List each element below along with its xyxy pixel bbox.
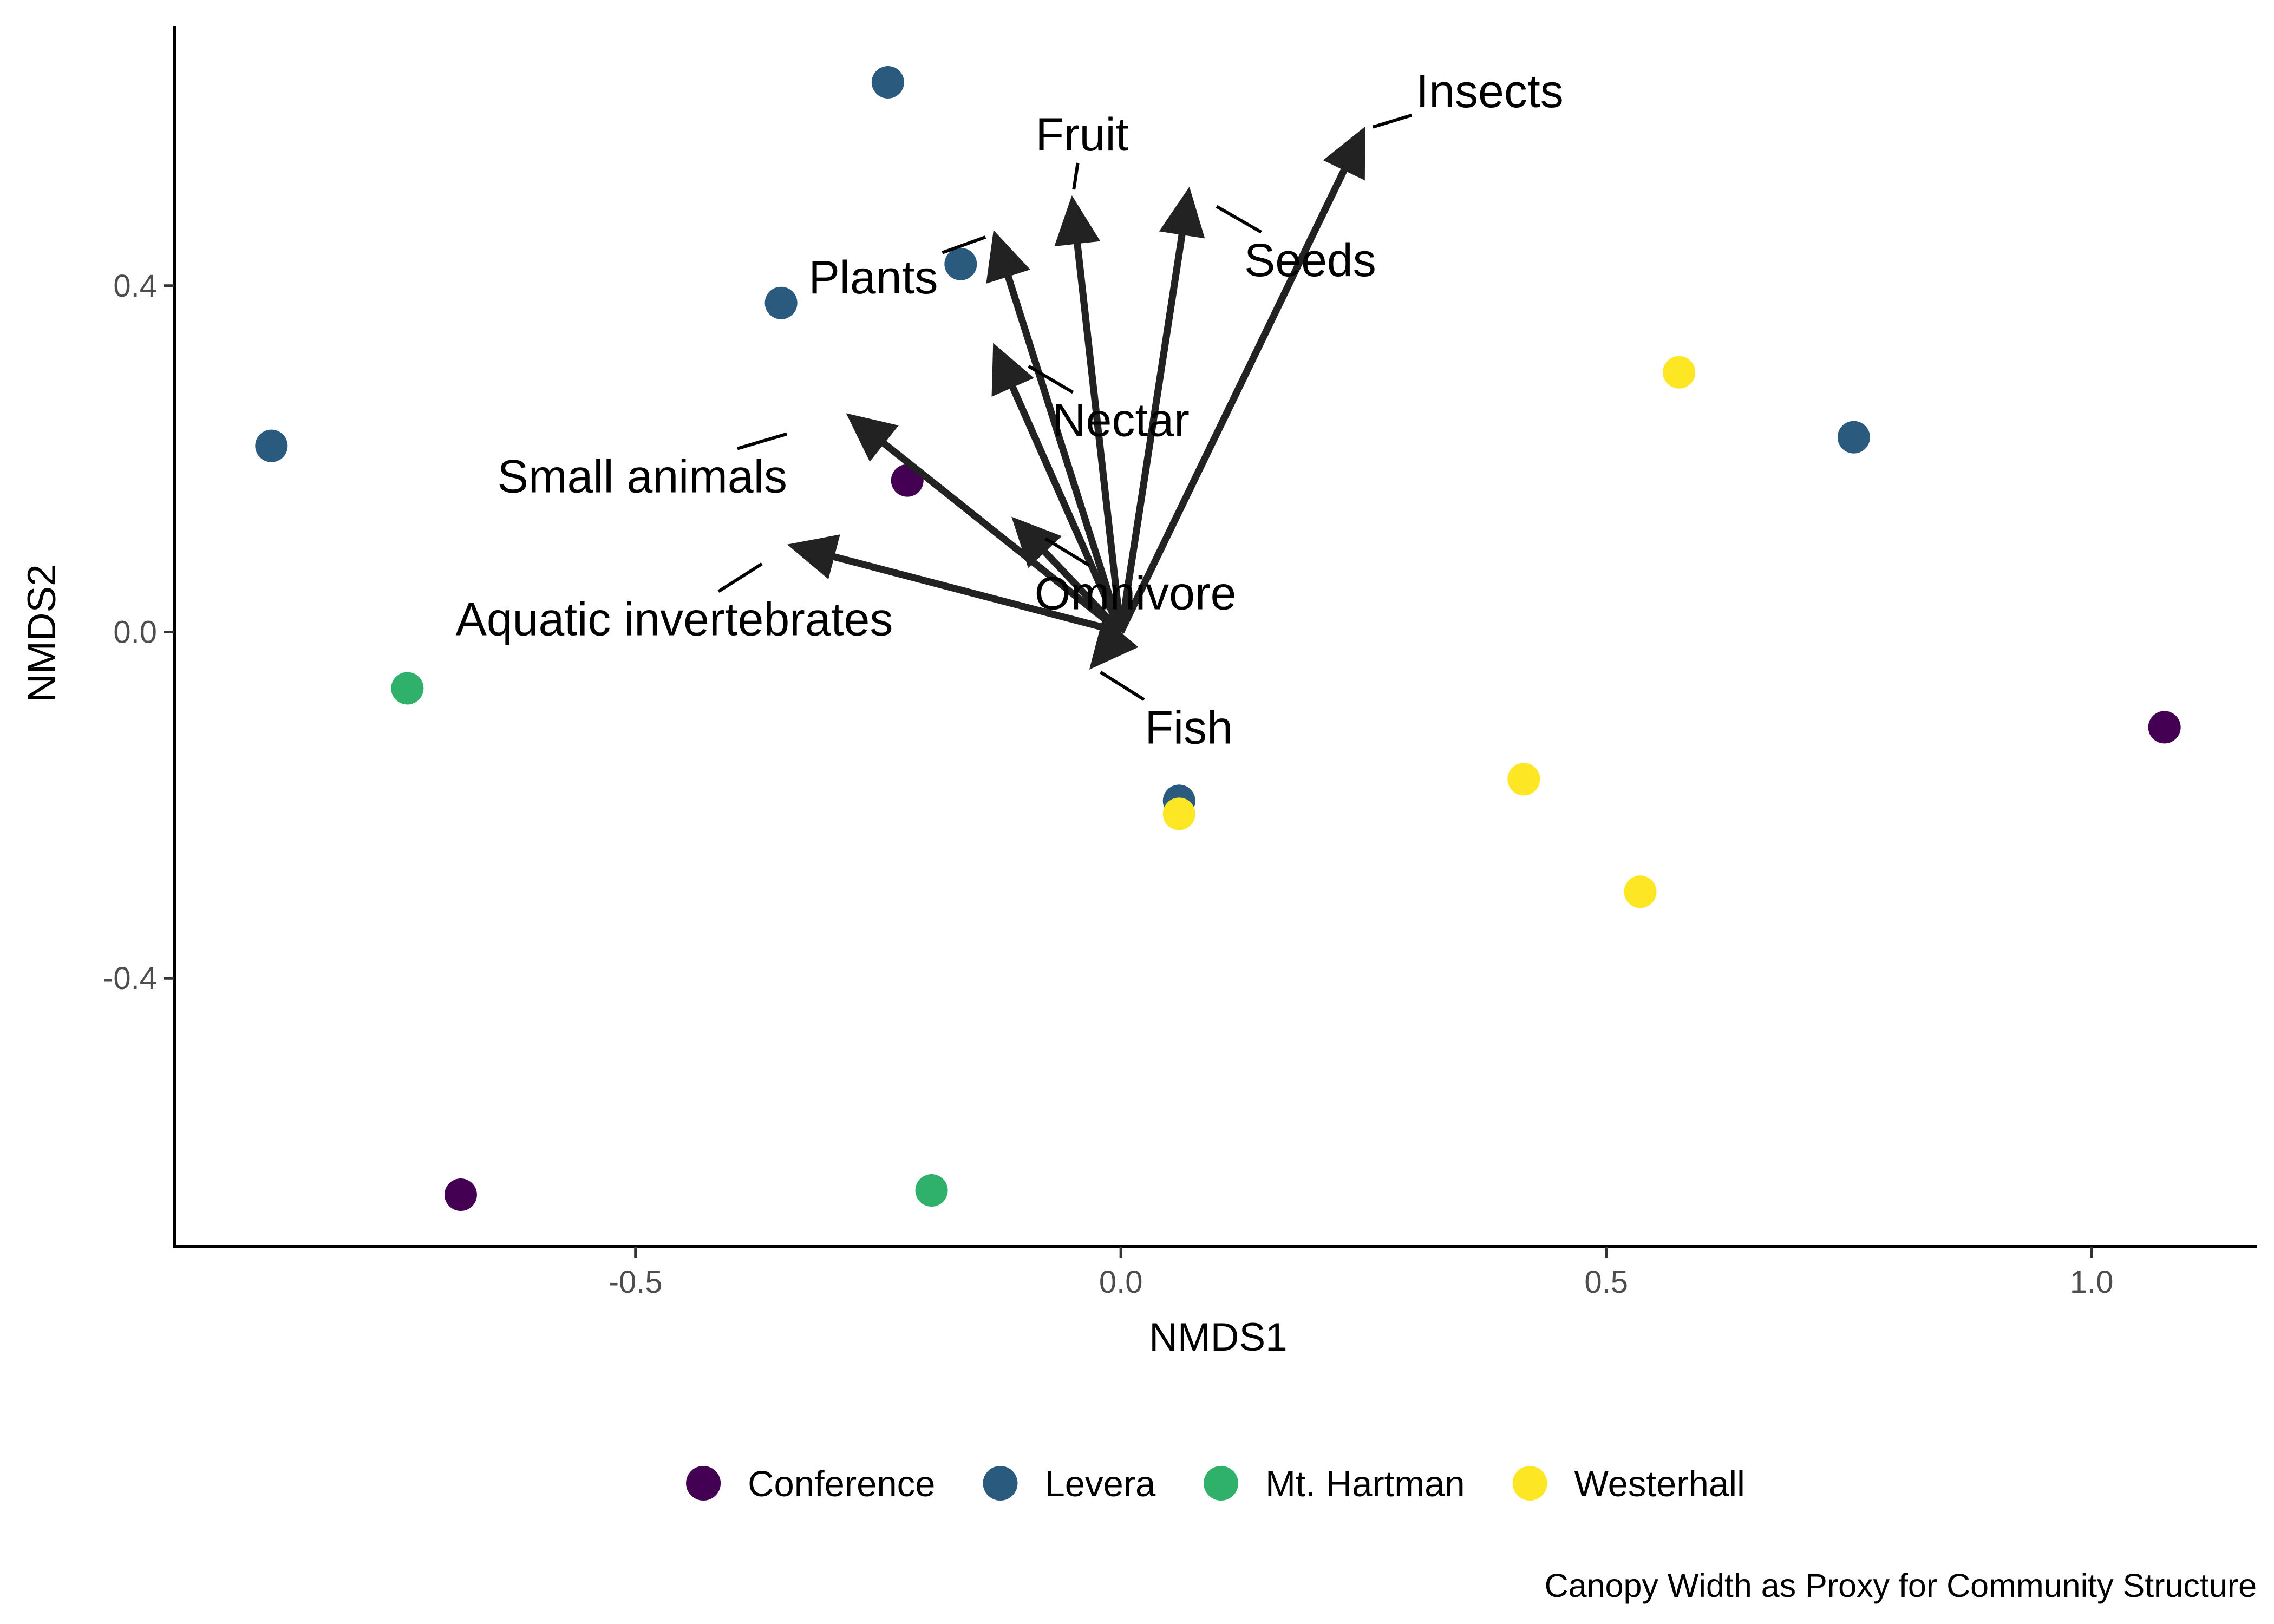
x-tick-label: 1.0 xyxy=(2070,1265,2114,1300)
point-conference xyxy=(444,1178,477,1212)
point-mt-hartman xyxy=(391,672,424,705)
vector-leader-seeds xyxy=(1216,205,1262,234)
vector-leader-omnivore xyxy=(1044,537,1090,567)
vector-arrowhead-seeds xyxy=(1159,186,1205,239)
y-tick-label: 0.0 xyxy=(113,615,157,650)
vector-leader-fish xyxy=(1100,671,1145,701)
vector-label-nectar: Nectar xyxy=(1053,395,1190,447)
x-tick-label: 0.0 xyxy=(1099,1265,1143,1300)
point-westerhall xyxy=(1162,797,1195,830)
point-westerhall xyxy=(1624,875,1657,908)
vector-leader-nectar xyxy=(1028,364,1074,394)
point-conference xyxy=(2148,711,2181,744)
vector-seeds xyxy=(1117,228,1187,633)
legend-item: Mt. Hartman xyxy=(1204,1464,1465,1504)
legend-label: Conference xyxy=(748,1464,935,1504)
axes-layer: -0.5 0.0 0.5 1.0 -0.4 0.0 0.4 xyxy=(103,26,2257,1300)
y-tick-label: 0.4 xyxy=(113,269,157,304)
legend-item: Levera xyxy=(983,1464,1156,1504)
vector-label-small-animals: Small animals xyxy=(498,451,787,503)
vector-arrowhead-fish xyxy=(1089,617,1139,670)
legend-key-mt-hartman xyxy=(1204,1466,1239,1501)
y-axis-title: NMDS2 xyxy=(20,564,64,703)
vector-label-seeds: Seeds xyxy=(1244,234,1376,286)
vector-arrowhead-small-animals xyxy=(846,413,899,462)
legend-label: Westerhall xyxy=(1574,1464,1745,1504)
vector-label-fruit: Fruit xyxy=(1035,109,1128,161)
legend-item: Conference xyxy=(686,1464,935,1504)
point-westerhall xyxy=(1663,356,1696,389)
x-axis-title: NMDS1 xyxy=(1149,1315,1288,1359)
vector-leader-plants xyxy=(942,235,986,254)
vectors-layer: Insects Fruit Seeds Plants Nectar Small anima… xyxy=(455,66,1563,754)
legend-key-conference xyxy=(686,1466,721,1501)
vector-aquatic-invertebrates xyxy=(827,552,1122,636)
point-levera xyxy=(764,286,798,319)
vector-arrowhead-omnivore xyxy=(1011,516,1062,568)
vector-arrowhead-nectar xyxy=(991,343,1034,397)
vector-insects xyxy=(1118,163,1350,634)
chart-caption: Canopy Width as Proxy for Community Stru… xyxy=(1545,1567,2257,1604)
vector-fruit xyxy=(1073,237,1125,633)
vector-label-plants: Plants xyxy=(808,252,938,304)
point-mt-hartman xyxy=(915,1174,948,1207)
vector-arrowhead-plants xyxy=(986,230,1030,284)
legend-key-westerhall xyxy=(1512,1466,1547,1501)
vector-plants xyxy=(1003,270,1125,633)
vector-leader-small-animals xyxy=(737,432,788,450)
vector-label-fish: Fish xyxy=(1145,702,1232,754)
point-levera xyxy=(871,66,904,99)
point-levera xyxy=(1837,421,1870,454)
legend: Conference Levera Mt. Hartman Westerhall xyxy=(686,1464,1745,1504)
legend-label: Mt. Hartman xyxy=(1265,1464,1465,1504)
x-tick-label: -0.5 xyxy=(609,1265,663,1300)
vector-small-animals xyxy=(877,437,1123,635)
vector-nectar xyxy=(1007,380,1125,634)
x-tick-label: 0.5 xyxy=(1584,1265,1628,1300)
y-tick-label: -0.4 xyxy=(103,961,157,996)
point-westerhall xyxy=(1507,763,1540,796)
vector-omnivore xyxy=(1038,545,1123,634)
vector-leader-fruit xyxy=(1072,162,1080,190)
legend-label: Levera xyxy=(1044,1464,1156,1504)
vector-label-omnivore: Omnivore xyxy=(1035,568,1237,620)
vector-label-aquatic-invertebrates: Aquatic invertebrates xyxy=(455,594,893,646)
legend-key-levera xyxy=(983,1466,1018,1501)
points-layer xyxy=(255,66,2181,1212)
legend-item: Westerhall xyxy=(1512,1464,1745,1504)
point-levera xyxy=(255,429,288,462)
vector-label-insects: Insects xyxy=(1416,66,1563,117)
vector-arrowhead-insects xyxy=(1323,126,1365,181)
vector-leader-insects xyxy=(1372,113,1413,129)
vector-leader-aquatic-invertebrates xyxy=(717,562,763,593)
vector-arrowhead-fruit xyxy=(1054,195,1101,247)
vector-arrowhead-aquatic-invertebrates xyxy=(787,534,840,579)
point-levera xyxy=(944,247,977,280)
